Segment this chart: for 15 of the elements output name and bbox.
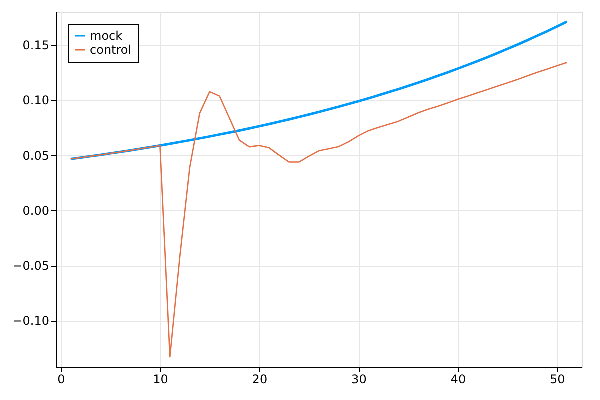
y-tick-label: −0.10 <box>12 314 50 328</box>
legend-label: control <box>90 43 132 57</box>
x-tick-label: 20 <box>252 372 268 386</box>
y-tick-label: 0.05 <box>22 148 50 163</box>
x-tick-label: 10 <box>153 372 168 386</box>
legend-label: mock <box>90 29 123 43</box>
y-tick-label: 0.00 <box>22 204 50 218</box>
y-tick-label: 0.15 <box>22 38 50 53</box>
x-tick-label: 30 <box>352 372 367 386</box>
x-tick-label: 40 <box>450 372 466 386</box>
x-tick-label: 0 <box>58 372 66 386</box>
x-tick-label: 50 <box>550 372 566 386</box>
line-series <box>70 62 568 358</box>
y-tick-label: 0.10 <box>22 94 50 108</box>
y-tick-label: −0.05 <box>12 259 50 274</box>
